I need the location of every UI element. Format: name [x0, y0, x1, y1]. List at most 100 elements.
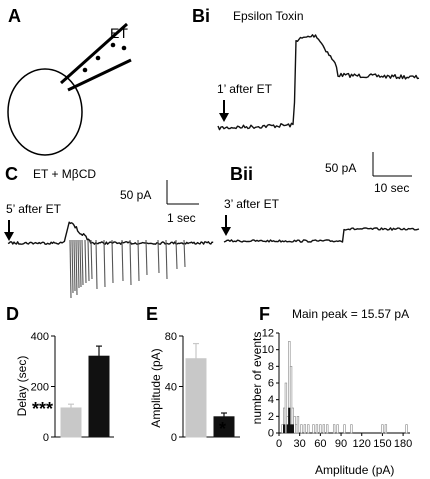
- current-event: [75, 239, 78, 296]
- scale-current-c: 50 pA: [120, 188, 151, 202]
- y-tick-label: 10: [262, 344, 274, 356]
- panel-c-title: ET + MβCD: [33, 167, 96, 181]
- toxin-dot: [110, 42, 116, 48]
- toxin-dot: [95, 55, 101, 61]
- cell-body: [7, 68, 83, 156]
- panel-f-title: Main peak = 15.57 pA: [292, 307, 409, 321]
- current-event: [129, 239, 132, 286]
- x-tick-label: 180: [394, 438, 412, 450]
- histogram-bin: [288, 407, 291, 434]
- bar: [88, 355, 110, 438]
- histogram-bin: [296, 416, 300, 434]
- bar: [185, 358, 207, 438]
- panel-d-ylabel: Delay (sec): [15, 356, 29, 417]
- current-trace-c: [7, 221, 214, 245]
- pipette-upper-wall: [60, 22, 128, 85]
- arrow-icon: [221, 215, 231, 236]
- y-tick-label: 0: [43, 432, 49, 444]
- histogram-bin: [336, 424, 339, 434]
- y-tick-label: 200: [31, 382, 49, 394]
- current-event: [103, 239, 106, 288]
- histogram-bin: [319, 424, 322, 434]
- toxin-dot: [82, 67, 88, 73]
- current-event: [137, 239, 140, 282]
- histogram-bin: [322, 424, 325, 434]
- histogram-bin: [315, 424, 319, 434]
- histogram-bin: [350, 424, 353, 434]
- x-tick-label: 90: [335, 438, 347, 450]
- histogram-bin: [332, 424, 336, 434]
- current-event: [71, 239, 74, 294]
- current-event: [90, 239, 93, 280]
- histogram-bin: [284, 382, 288, 434]
- inward-current-events: [69, 239, 186, 299]
- y-tick-label: 400: [31, 331, 49, 343]
- current-event: [69, 239, 72, 299]
- scale-current-bi: 50 pA: [325, 161, 356, 175]
- delay-bar-chart: 0 200 400 ***: [31, 331, 114, 444]
- current-event: [84, 239, 87, 284]
- y-tick-label: 80: [165, 331, 177, 343]
- x-tick-label: 60: [314, 438, 326, 450]
- current-trace-bi: [217, 34, 420, 131]
- y-tick-label: 40: [165, 382, 177, 394]
- panel-bi-letter: Bi: [192, 6, 210, 26]
- histogram-bin: [303, 424, 307, 434]
- arrow-icon: [219, 100, 229, 122]
- panel-f-letter: F: [259, 304, 270, 324]
- histogram-bin: [291, 424, 294, 434]
- current-trace-bii: [223, 227, 420, 243]
- scale-time-bi: 10 sec: [374, 181, 409, 195]
- histogram-bin: [343, 424, 346, 434]
- x-tick-label: 30: [294, 438, 306, 450]
- y-tick-label: 8: [268, 361, 274, 373]
- y-tick-label: 0: [268, 428, 274, 440]
- histogram-bin: [283, 424, 286, 434]
- current-event: [77, 239, 80, 289]
- scale-bar-bi: [372, 152, 412, 177]
- scale-bar-c: [166, 180, 199, 205]
- current-event: [165, 239, 168, 280]
- significance-marker: *: [219, 419, 226, 439]
- histogram-bin: [384, 424, 388, 434]
- x-tick-label: 150: [373, 438, 391, 450]
- current-event: [145, 239, 148, 276]
- current-event: [73, 239, 76, 292]
- histogram-bin: [307, 424, 310, 434]
- y-tick-label: 12: [262, 328, 274, 340]
- pipette-lower-wall: [67, 58, 132, 92]
- panel-d-letter: D: [6, 304, 19, 324]
- panel-a-letter: A: [8, 6, 21, 26]
- panel-bii-letter: Bii: [230, 164, 253, 184]
- histogram-bin: [312, 424, 315, 434]
- current-event: [111, 239, 114, 284]
- panel-e-letter: E: [146, 304, 158, 324]
- panel-bi-title: Epsilon Toxin: [233, 9, 304, 23]
- panel-bii-time-label: 3’ after ET: [224, 197, 280, 211]
- panel-f-ylabel: number of events: [250, 332, 264, 425]
- panel-bi-time-label: 1’ after ET: [217, 82, 273, 96]
- arrow-icon: [4, 220, 14, 241]
- amplitude-bar-chart: 0 40 80 *: [165, 331, 240, 444]
- y-tick-label: 0: [171, 432, 177, 444]
- scale-time-c: 1 sec: [167, 211, 196, 225]
- x-tick-label: 0: [276, 438, 282, 450]
- histogram-bin: [381, 424, 384, 434]
- significance-marker: ***: [32, 399, 53, 419]
- histogram-bin: [300, 424, 303, 434]
- current-event: [87, 239, 90, 282]
- current-event: [79, 239, 82, 288]
- current-event: [121, 239, 124, 282]
- x-tick-label: 120: [353, 438, 371, 450]
- bar: [60, 407, 82, 438]
- y-tick-label: 6: [268, 378, 274, 390]
- current-event: [183, 239, 186, 268]
- panel-c-letter: C: [5, 164, 18, 184]
- y-tick-label: 2: [268, 411, 274, 423]
- current-event: [175, 239, 178, 270]
- panel-e-ylabel: Amplitude (pA): [149, 348, 163, 427]
- panel-c-time-label: 5’ after ET: [6, 202, 62, 216]
- current-event: [157, 239, 160, 274]
